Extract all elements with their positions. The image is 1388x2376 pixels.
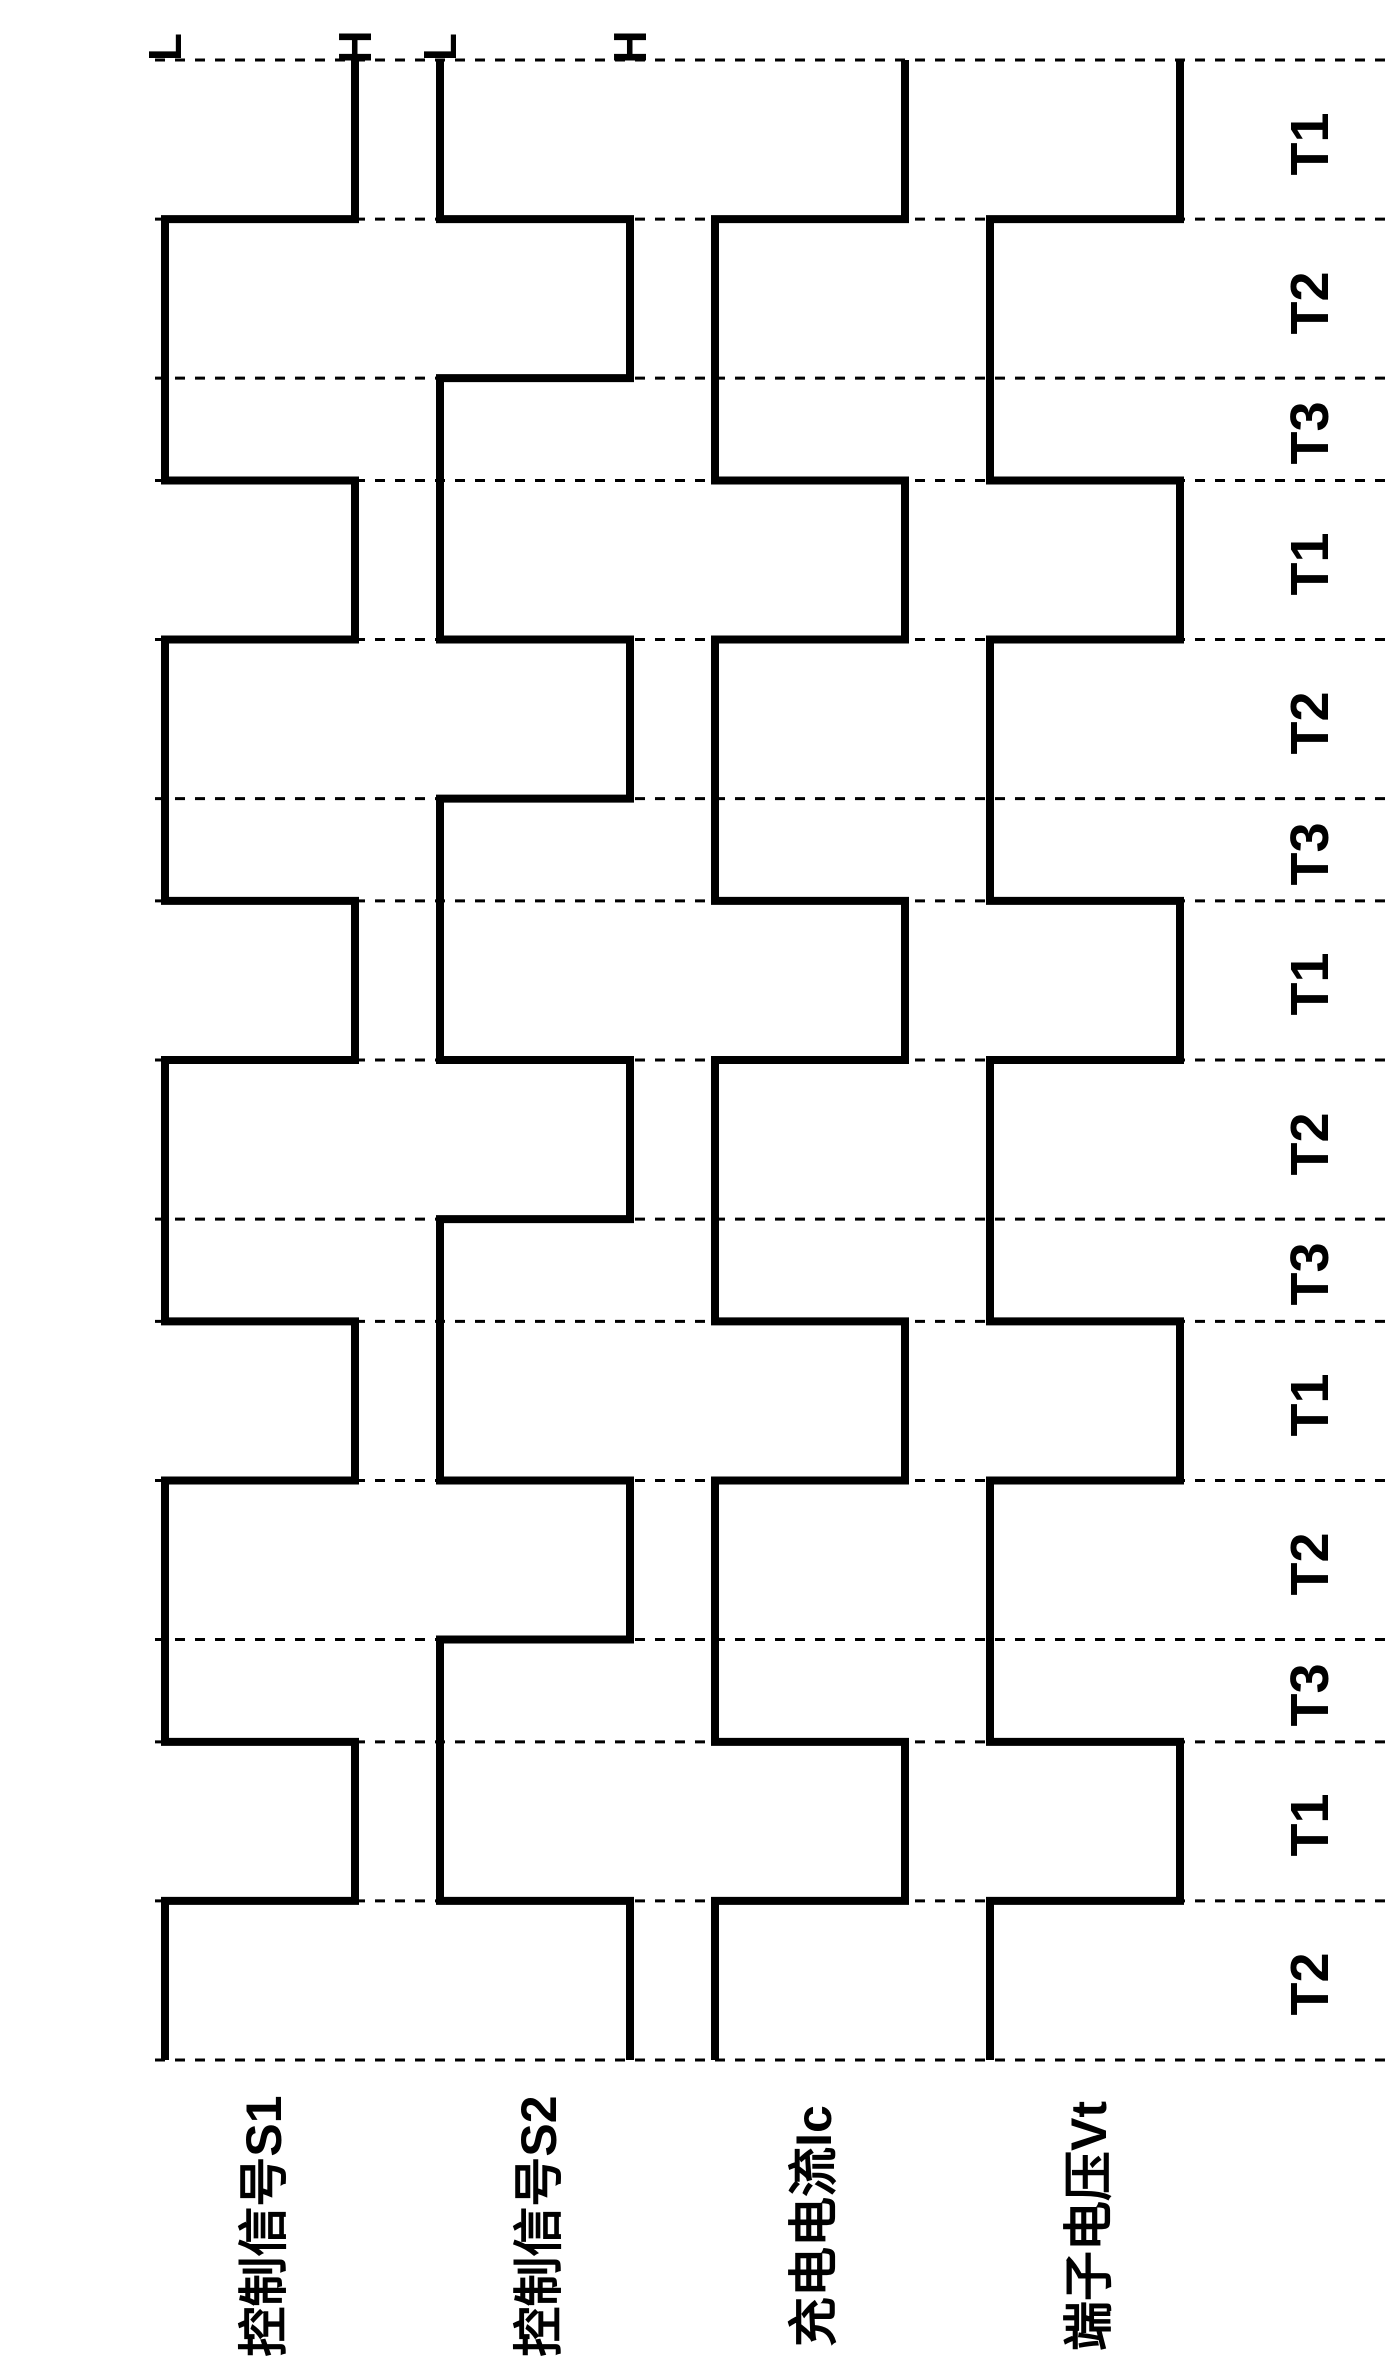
- time-label: T3: [1279, 1645, 1341, 1745]
- time-label: T3: [1279, 1224, 1341, 1324]
- waveform-S1: [165, 60, 355, 2060]
- waveform-Ic: [715, 60, 905, 2060]
- time-label: T2: [1279, 1514, 1341, 1614]
- time-label: T2: [1279, 1094, 1341, 1194]
- time-label: T1: [1279, 934, 1341, 1034]
- time-label: T1: [1279, 514, 1341, 614]
- signal-label-Vt: 端子电压Vt: [1049, 2076, 1121, 2376]
- level-label-high-S1: H: [328, 17, 382, 77]
- time-label: T3: [1279, 804, 1341, 904]
- level-label-low-S1: L: [138, 17, 192, 77]
- time-label: T3: [1279, 383, 1341, 483]
- level-label-low-S2: L: [413, 17, 467, 77]
- time-label: T1: [1279, 1355, 1341, 1455]
- timing-diagram: 控制信号S1控制信号S2充电电流Ic端子电压VtHLHLT1T2T3T1T2T3…: [0, 0, 1388, 2241]
- timing-svg: [0, 0, 1388, 2241]
- signal-label-Ic: 充电电流Ic: [774, 2076, 846, 2376]
- level-label-high-S2: H: [603, 17, 657, 77]
- time-label: T1: [1279, 1775, 1341, 1875]
- waveform-Vt: [990, 60, 1180, 2060]
- waveform-S2: [440, 60, 630, 2060]
- time-label: T1: [1279, 94, 1341, 194]
- signal-label-S1: 控制信号S1: [224, 2076, 296, 2376]
- time-label: T2: [1279, 253, 1341, 353]
- time-label: T2: [1279, 1934, 1341, 2034]
- time-label: T2: [1279, 673, 1341, 773]
- signal-label-S2: 控制信号S2: [499, 2076, 571, 2376]
